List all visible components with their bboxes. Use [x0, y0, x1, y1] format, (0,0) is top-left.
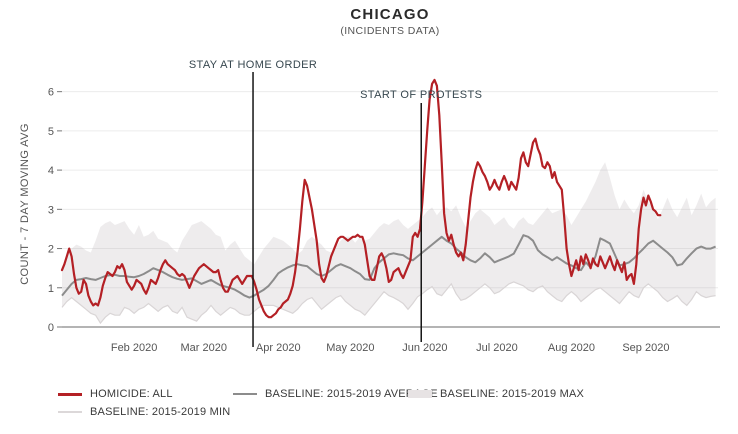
- x-tick-label: Jun 2020: [402, 342, 447, 354]
- legend-label: BASELINE: 2015-2019 AVERAGE: [265, 388, 438, 400]
- y-tick-label: 6: [48, 87, 54, 99]
- legend-swatch-gray-line: [233, 392, 257, 396]
- baseline-average-line: [61, 234, 716, 299]
- legend-item: BASELINE: 2015-2019 AVERAGE: [233, 388, 438, 400]
- chart-subtitle: (INCIDENTS DATA): [340, 25, 440, 37]
- baseline-minmax-band: [62, 162, 716, 324]
- chart-title: CHICAGO: [350, 6, 430, 23]
- y-tick-label: 5: [48, 126, 54, 138]
- x-tick-label: Sep 2020: [622, 342, 669, 354]
- homicide-line: [60, 78, 662, 319]
- legend-item: BASELINE: 2015-2019 MAX: [408, 388, 584, 400]
- legend-swatch-min-line: [58, 411, 82, 413]
- x-tick-label: Aug 2020: [548, 342, 595, 354]
- legend: HOMICIDE: ALL BASELINE: 2015-2019 AVERAGE…: [58, 388, 734, 424]
- x-tick-label: Jul 2020: [476, 342, 518, 354]
- legend-item: HOMICIDE: ALL: [58, 388, 233, 400]
- y-tick-label: 0: [48, 322, 54, 334]
- legend-label: BASELINE: 2015-2019 MAX: [440, 388, 585, 400]
- x-tick-label: Apr 2020: [256, 342, 301, 354]
- legend-swatch-band: [408, 390, 432, 398]
- x-tick-label: Mar 2020: [181, 342, 227, 354]
- legend-label: BASELINE: 2015-2019 MIN: [90, 406, 231, 418]
- y-tick-label: 3: [48, 204, 54, 216]
- y-tick-label: 1: [48, 283, 54, 295]
- annotation-label: STAY AT HOME ORDER: [188, 59, 318, 71]
- legend-swatch-red-line: [58, 392, 82, 396]
- x-tick-label: Feb 2020: [111, 342, 157, 354]
- legend-item: BASELINE: 2015-2019 MIN: [58, 406, 230, 418]
- x-tick-label: May 2020: [326, 342, 374, 354]
- legend-row: HOMICIDE: ALL BASELINE: 2015-2019 AVERAGE…: [58, 388, 734, 400]
- y-tick-label: 2: [48, 244, 54, 256]
- baseline-min-line: [61, 281, 716, 325]
- y-tick-label: 4: [48, 165, 54, 177]
- annotation-label: START OF PROTESTS: [360, 89, 483, 101]
- legend-row: BASELINE: 2015-2019 MIN: [58, 406, 734, 418]
- legend-label: HOMICIDE: ALL: [90, 388, 173, 400]
